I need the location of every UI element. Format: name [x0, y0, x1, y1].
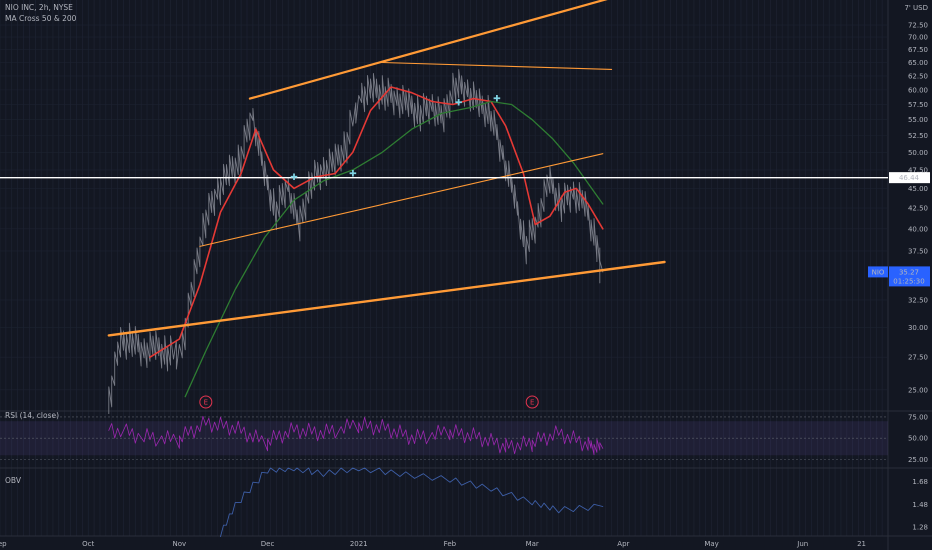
earnings-marker-label: E — [530, 399, 534, 407]
level-price-tag — [889, 172, 930, 184]
trendline — [381, 61, 613, 70]
y-tick-label: 30.00 — [908, 324, 928, 332]
obv-tick-label: 1.48 — [912, 501, 928, 509]
y-tick-label: 47.50 — [908, 166, 928, 174]
obv-tick-label: 1.68 — [912, 478, 928, 486]
price-series — [108, 69, 604, 415]
y-tick-label: 67.50 — [908, 46, 928, 54]
x-tick-label: Oct — [82, 540, 94, 548]
y-tick-label: 42.50 — [908, 205, 928, 213]
y-tick-label: 65.00 — [908, 59, 928, 67]
rsi-line — [108, 415, 604, 456]
y-tick-label: 72.50 — [908, 22, 928, 30]
countdown-label: 01:25:30 — [893, 277, 924, 285]
rsi-tick-label: 25.00 — [908, 456, 928, 464]
ticker-label: NIO — [872, 268, 885, 276]
y-tick-label: 45.00 — [908, 185, 928, 193]
rsi-tick-label: 75.00 — [908, 413, 928, 421]
x-tick-label: Feb — [444, 540, 457, 548]
y-tick-label: 50.00 — [908, 149, 928, 157]
obv-label: OBV — [5, 476, 21, 485]
ticker-tag — [868, 266, 888, 278]
cross-marker-icon: ✚ — [290, 173, 298, 183]
y-tick-label: 27.50 — [908, 354, 928, 362]
y-tick-label: 37.50 — [908, 247, 928, 255]
cross-marker-icon: ✚ — [455, 99, 463, 109]
earnings-marker-icon[interactable] — [199, 395, 213, 409]
y-tick-label: 40.00 — [908, 225, 928, 233]
y-tick-label: 62.50 — [908, 72, 928, 80]
x-tick-label: Mar — [526, 540, 539, 548]
x-tick-label: 21 — [857, 540, 866, 548]
earnings-marker-icon[interactable] — [525, 395, 539, 409]
trendline — [248, 0, 608, 100]
trendline — [199, 153, 604, 247]
y-tick-label: 60.00 — [908, 86, 928, 94]
y-tick-label: 52.50 — [908, 132, 928, 140]
last-price-tag — [889, 266, 930, 287]
x-tick-label: May — [704, 540, 718, 548]
earnings-marker-label: E — [204, 399, 208, 407]
ma-200-line — [184, 100, 604, 398]
last-price-label: 35.27 — [899, 268, 919, 276]
y-tick-label: 70.00 — [908, 34, 928, 42]
cross-marker-icon: ✚ — [349, 170, 357, 180]
x-tick-label: 2021 — [350, 540, 368, 548]
level-price-label: 46.44 — [899, 174, 920, 182]
cross-marker-icon: ✚ — [493, 95, 501, 105]
x-tick-label: Jun — [796, 540, 808, 548]
x-tick-label: Sep — [0, 540, 7, 548]
symbol-title: NIO INC, 2h, NYSE — [5, 3, 73, 12]
y-tick-label: 32.50 — [908, 296, 928, 304]
ma-50-line — [149, 86, 604, 358]
rsi-tick-label: 50.00 — [908, 435, 928, 443]
x-tick-label: Apr — [617, 540, 629, 548]
obv-tick-label: 1.28 — [912, 523, 928, 531]
y-tick-label: 57.50 — [908, 101, 928, 109]
y-tick-label: 55.00 — [908, 116, 928, 124]
x-tick-label: Nov — [173, 540, 187, 548]
trendline — [107, 260, 666, 337]
rsi-label: RSI (14, close) — [5, 411, 60, 420]
indicator-title: MA Cross 50 & 200 — [5, 14, 77, 23]
y-tick-label: 25.00 — [908, 386, 928, 394]
x-tick-label: Dec — [261, 540, 275, 548]
currency-label: 7' USD — [904, 4, 928, 12]
obv-line — [220, 467, 604, 538]
